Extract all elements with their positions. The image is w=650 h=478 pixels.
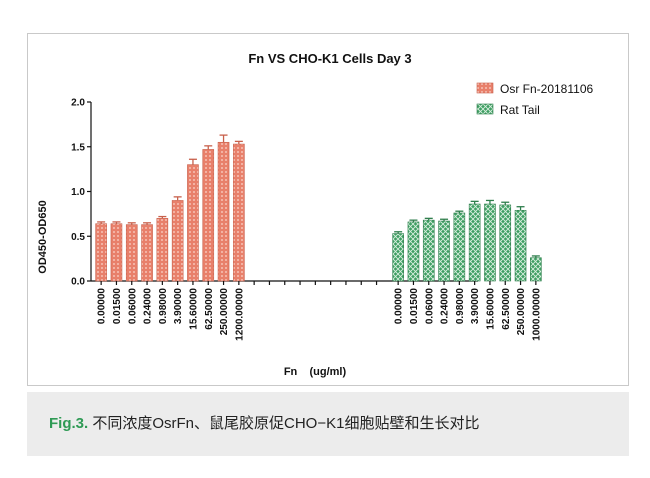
- legend-label-osr-fn: Osr Fn-20181106: [500, 82, 593, 96]
- x-tick-label: 15.60000: [485, 288, 496, 330]
- caption-label: Fig.3.: [49, 415, 89, 432]
- x-tick-label: 250.00000: [516, 288, 527, 336]
- x-tick-label: 62.50000: [204, 288, 215, 330]
- x-tick-label: 15.60000: [188, 288, 199, 330]
- y-axis-label: OD450-OD650: [37, 200, 49, 273]
- bar-chart: Fn VS CHO-K1 Cells Day 3 OD450-OD650 Fn …: [37, 51, 593, 378]
- caption-bar: Fig.3. 不同浓度OsrFn、鼠尾胶原促CHO−K1细胞贴壁和生长对比: [27, 392, 629, 456]
- x-tick-label: 0.24000: [440, 288, 451, 325]
- x-axis-label: Fn (ug/ml): [284, 366, 347, 378]
- bar-rat-tail: [530, 257, 542, 282]
- bar-rat-tail: [422, 219, 435, 282]
- x-tick-label: 0.24000: [143, 288, 154, 325]
- bar-rat-tail: [453, 212, 466, 282]
- chart-bars: [95, 134, 542, 282]
- bar-osr-fn: [233, 143, 245, 282]
- figure-panel: Fn VS CHO-K1 Cells Day 3 OD450-OD650 Fn …: [27, 33, 629, 386]
- figure-caption: Fig.3. 不同浓度OsrFn、鼠尾胶原促CHO−K1细胞贴壁和生长对比: [49, 412, 479, 433]
- x-tick-label: 0.98000: [455, 288, 466, 325]
- x-tick-label: 0.01500: [112, 288, 123, 325]
- bar-osr-fn: [171, 200, 184, 282]
- x-tick-label: 0.98000: [158, 288, 169, 325]
- x-tick-label: 0.00000: [97, 288, 108, 325]
- chart-legend: Osr Fn-20181106 Rat Tail: [476, 82, 593, 117]
- bar-rat-tail: [407, 221, 420, 282]
- x-tick-label: 0.06000: [424, 288, 435, 325]
- bar-osr-fn: [95, 223, 107, 282]
- x-tick-label: 0.06000: [127, 288, 138, 325]
- bar-rat-tail: [468, 203, 481, 282]
- x-tick-label: 0.00000: [394, 288, 405, 325]
- bar-rat-tail: [392, 233, 404, 282]
- y-tick-label: 0.5: [71, 232, 85, 243]
- bar-rat-tail: [499, 204, 512, 282]
- bar-osr-fn: [187, 164, 199, 282]
- caption-body: 不同浓度OsrFn、鼠尾胶原促CHO−K1细胞贴壁和生长对比: [88, 415, 480, 432]
- bar-osr-fn: [141, 224, 153, 282]
- y-tick-label: 2.0: [71, 98, 85, 109]
- x-tick-label: 3.90000: [470, 288, 481, 325]
- legend-swatch-rat-tail: [476, 103, 494, 115]
- y-tick-label: 1.5: [71, 142, 85, 153]
- chart-ticks: 0.0 0.5 1.0 1.5 2.0 0.00000 0.01500 0.06000 0.24…: [71, 98, 542, 341]
- bar-rat-tail: [514, 209, 527, 282]
- y-tick-label: 1.0: [71, 187, 85, 198]
- bar-rat-tail: [484, 203, 496, 282]
- x-tick-label: 1200.00000: [234, 288, 245, 341]
- legend-swatch-osr-fn: [476, 82, 494, 94]
- x-tick-label: 0.01500: [409, 288, 420, 325]
- bar-osr-fn: [202, 149, 215, 282]
- x-tick-label: 3.90000: [173, 288, 184, 325]
- bar-osr-fn: [156, 218, 169, 282]
- bar-osr-fn: [125, 224, 138, 282]
- x-tick-label: 1000.00000: [531, 288, 542, 341]
- bar-osr-fn: [110, 223, 123, 282]
- x-tick-label: 62.50000: [501, 288, 512, 330]
- bar-osr-fn: [217, 141, 230, 282]
- legend-label-rat-tail: Rat Tail: [500, 103, 540, 117]
- bar-rat-tail: [438, 220, 450, 282]
- chart-title: Fn VS CHO-K1 Cells Day 3: [248, 51, 411, 66]
- y-tick-label: 0.0: [71, 277, 85, 288]
- x-tick-label: 250.00000: [219, 288, 230, 336]
